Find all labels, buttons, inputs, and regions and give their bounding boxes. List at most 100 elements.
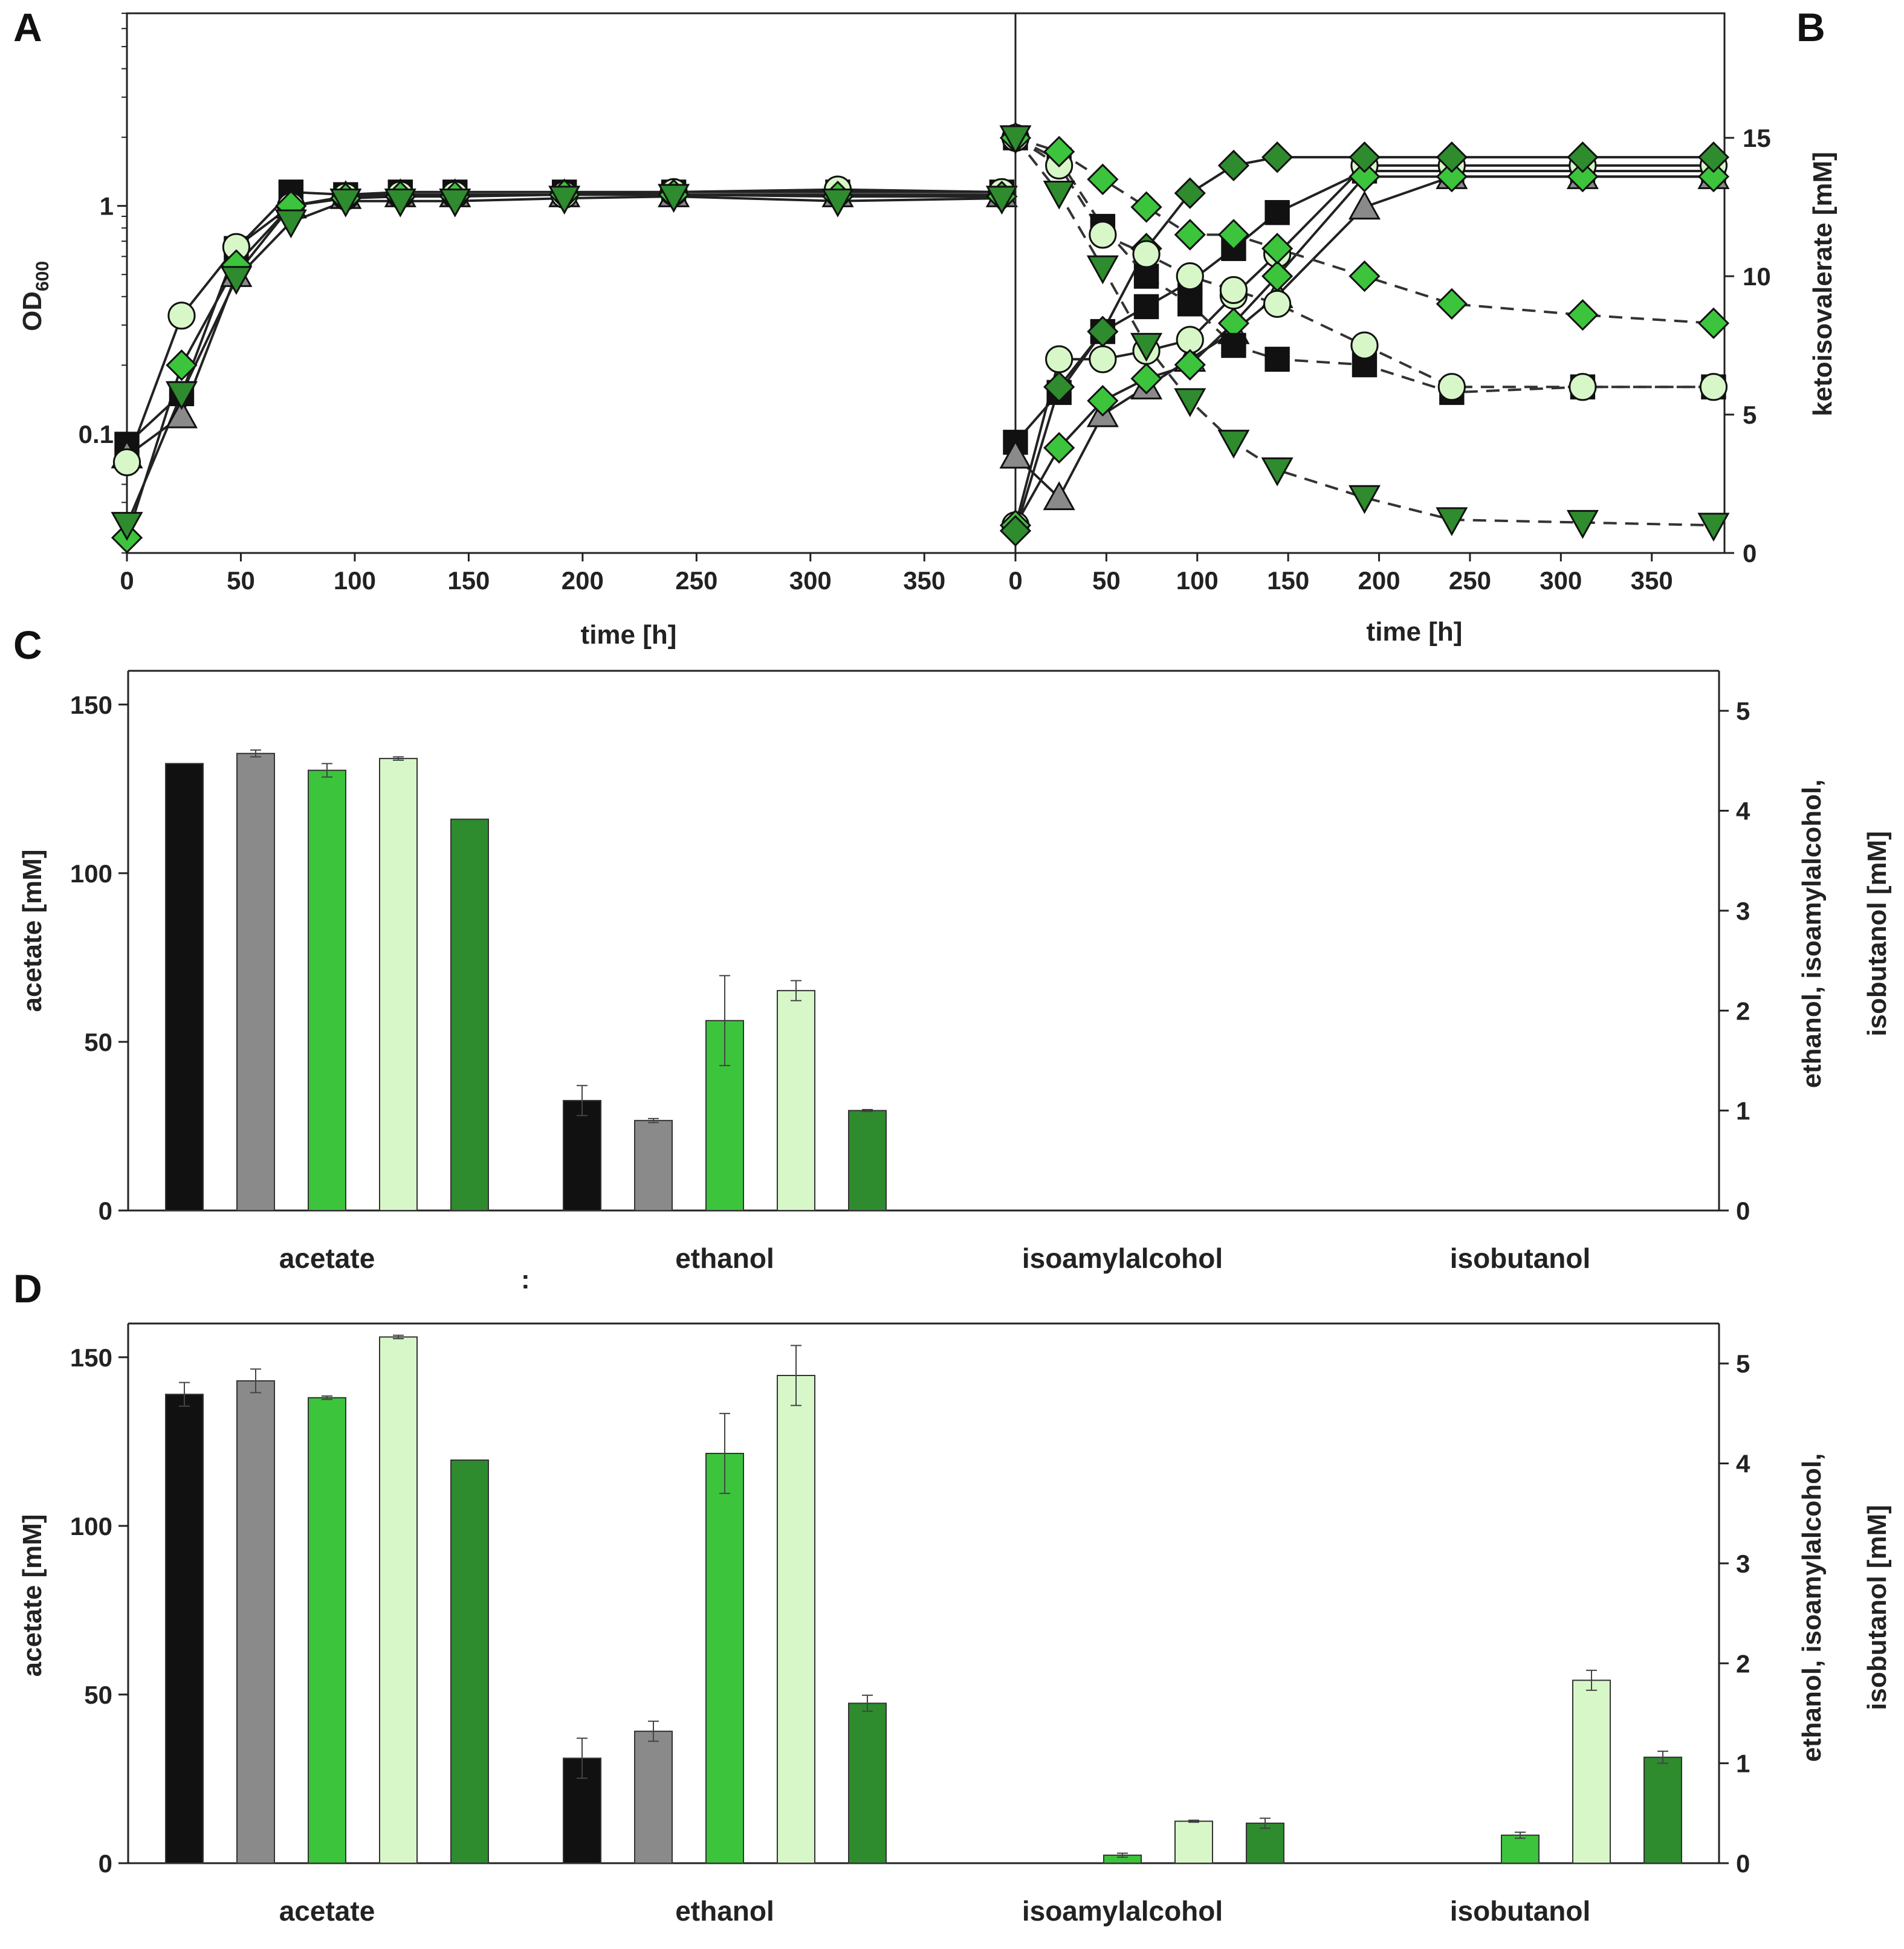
chart-b-series-1-point [1348,190,1381,220]
chart-a-series-4-point [821,189,854,218]
chart-b-ylabel: ketoisovalerate [mM] [1808,152,1838,416]
chart-d-ytick-left-label: 50 [84,1681,112,1709]
chart-b-series-7-point [1043,135,1075,168]
chart-b-frame [1014,12,1726,554]
chart-c-bar-acetate-1 [236,752,275,1211]
chart-a-series-4-point [985,186,1018,215]
chart-b-series-2-point [1045,345,1073,373]
chart-d-ytick-right-label: 1 [1736,1750,1750,1778]
chart-c-ylabel-right-1: ethanol, isoamylalcohol, [1797,779,1827,1088]
chart-b-xtick-label: 200 [1358,566,1400,595]
chart-b-series-8-point [1566,509,1599,539]
chart-b-xtick-label: 300 [1540,566,1582,595]
chart-a-xtick-label: 300 [789,566,832,595]
chart-b-series-8-point [1217,430,1250,459]
chart-c-ytick-right-label: 0 [1736,1197,1750,1225]
chart-a-series-4-point [329,189,362,218]
chart-b-xtick-label: 50 [1092,566,1121,595]
panel-letter-d: D [13,1266,42,1311]
chart-c-ylabel-left: acetate [mM] [18,850,47,1012]
chart-c-bar-acetate-4 [450,818,489,1211]
chart-b-series-8-point [1174,388,1206,418]
chart-b-series-7-point [1130,191,1162,223]
chart-d-bar-isoamylalcohol-3 [1174,1820,1213,1864]
chart-c-ytick-left-label: 0 [99,1197,112,1225]
chart-b-series-8-point [1261,457,1294,486]
chart-d-ylabel-left: acetate [mM] [18,1514,47,1677]
chart-c-ytick-right-label: 4 [1736,797,1750,826]
chart-a-ytick-label: 1 [100,192,114,221]
chart-b-series-4-point [1043,371,1075,403]
chart-c-category-label-ethanol: ethanol [675,1243,774,1274]
chart-b-series-3-point [1697,161,1730,193]
chart-a-xtick-label: 350 [903,566,945,595]
chart-b-series-5-point [1221,332,1246,358]
chart-d-ytick-right-label: 2 [1736,1649,1750,1678]
chart-b-series-3-point [1087,385,1119,417]
chart-c-ytick-left-label: 50 [84,1028,112,1056]
chart-b-series-3-point [1130,363,1162,395]
chart-b-series-2-point [1089,345,1117,373]
chart-a-xtick-label: 0 [120,566,134,595]
chart-a-series-4-point [111,512,143,541]
chart-a-od600: time [h] OD600 0 50 100 150 200 250 300 350 0.1 1 [18,12,1018,650]
chart-b-series-8-point [1436,507,1468,537]
chart-b-series-6-point [1132,240,1161,268]
panel-letter-b: B [1796,5,1825,50]
chart-d-bar-isobutanol-2 [1501,1834,1540,1864]
chart-b-series-6-point [1263,289,1292,318]
chart-b-series-4-point [1436,141,1468,173]
chart-b-xlabel: time [h] [1367,617,1463,647]
chart-b-series-7-point [1349,260,1381,293]
chart-d-bar-ethanol-3 [777,1374,815,1864]
panel-letter-c: C [13,622,42,667]
chart-d-bar-acetate-2 [308,1397,346,1864]
chart-d-category-label-ethanol: ethanol [675,1895,774,1927]
chart-d-category-label-acetate: acetate [279,1895,375,1927]
chart-b-series-3-point [1174,349,1206,381]
chart-b-series-6-point [1219,276,1248,305]
chart-b-series-6-point [1176,262,1204,291]
chart-b-series-7-point [1087,163,1119,195]
chart-b-ytick-label: 10 [1743,262,1771,291]
chart-a-xtick-label: 150 [447,566,490,595]
stray-colon-mark: : [521,1265,530,1294]
chart-d-bar-acetate-1 [236,1380,275,1864]
chart-d-category-label-isoamylalcohol: isoamylalcohol [1022,1895,1223,1927]
chart-b-xtick-label: 250 [1449,566,1491,595]
chart-b-series-4-point [1567,141,1599,173]
chart-b-series-0-point [1264,200,1290,225]
chart-d-bar-isobutanol-3 [1572,1679,1611,1864]
chart-c-ytick-left-label: 150 [70,691,112,719]
chart-a-series-2-point [167,302,196,330]
chart-c-ytick-right-label: 5 [1736,697,1750,725]
chart-a-series-4-point [165,381,198,410]
chart-a-series-4-point [548,186,581,215]
chart-a-ylabel-sub: 600 [33,261,53,291]
chart-a-ytick-label: 0.1 [79,420,114,448]
chart-b-series-8-point [1130,332,1163,362]
chart-b-series-4-point [999,515,1032,547]
chart-c-category-label-isoamylalcohol: isoamylalcohol [1022,1243,1223,1274]
chart-b-series-4-point [1349,141,1381,173]
chart-b-series-4-point [1087,315,1119,347]
chart-c-ytick-right-label: 2 [1736,997,1750,1025]
chart-b-series-4-point [1174,177,1206,209]
chart-d-ytick-left-label: 0 [99,1849,112,1878]
chart-b-ytick-label: 0 [1743,539,1757,567]
chart-b-ytick-label: 5 [1743,401,1757,429]
chart-b-series-6-point [1089,221,1117,249]
chart-b-series-6-point [1569,373,1597,401]
chart-d-bar-ethanol-2 [705,1452,744,1864]
chart-d-bar-isobutanol-4 [1643,1756,1682,1864]
chart-d-bar-acetate-3 [379,1336,418,1864]
chart-b-series-7-point [1217,219,1250,251]
chart-a-series-4-point [384,189,416,218]
chart-b-series-3-point [1349,161,1381,193]
chart-d-ytick-right-label: 5 [1736,1349,1750,1378]
chart-a-series-4-point [274,209,307,239]
chart-b-ytick-label: 15 [1743,124,1771,152]
chart-d-bar-acetate-0 [165,1394,204,1864]
chart-b-series-7-point [1567,299,1599,331]
chart-b-series-7-point [1436,288,1468,320]
